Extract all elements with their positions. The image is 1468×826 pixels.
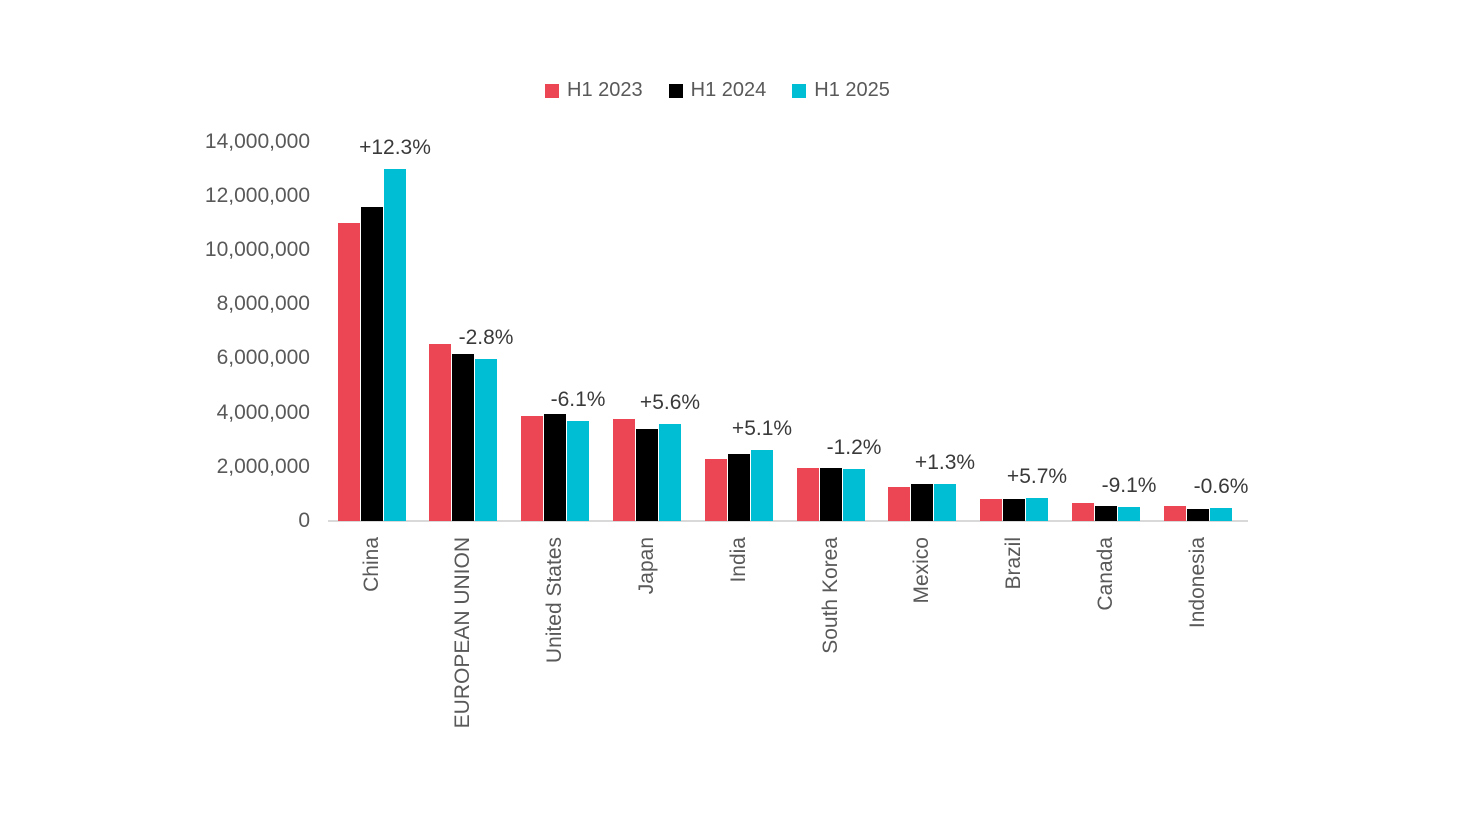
- change-annotation: -1.2%: [826, 436, 882, 459]
- bar: [636, 429, 658, 521]
- y-tick-label: 2,000,000: [216, 454, 310, 478]
- x-axis-category-label: China: [360, 537, 383, 592]
- bar: [659, 424, 681, 521]
- y-tick-label: 6,000,000: [216, 346, 310, 370]
- bar: [544, 414, 566, 521]
- y-tick-label: 12,000,000: [204, 183, 310, 207]
- legend-label: H1 2023: [567, 79, 643, 101]
- bar: [429, 344, 451, 521]
- x-axis-line: [328, 520, 1248, 522]
- legend-item: H1 2023: [545, 79, 643, 102]
- bar: [934, 484, 956, 521]
- y-tick-label: 14,000,000: [204, 129, 310, 153]
- x-axis-category-label: India: [727, 537, 750, 583]
- bar: [1026, 498, 1048, 521]
- bar: [1187, 509, 1209, 521]
- y-tick-label: 8,000,000: [216, 292, 310, 316]
- x-axis-category-label: Indonesia: [1186, 537, 1209, 629]
- chart-legend: H1 2023 H1 2024 H1 2025: [545, 79, 890, 102]
- legend-item: H1 2025: [792, 79, 890, 102]
- bar: [384, 169, 406, 521]
- bar: [1118, 507, 1140, 521]
- y-tick-label: 10,000,000: [204, 238, 310, 261]
- x-axis-category-label: Brazil: [1002, 537, 1025, 590]
- change-annotation: -0.6%: [1193, 475, 1249, 498]
- change-annotation: -6.1%: [550, 388, 606, 411]
- bar: [797, 468, 819, 521]
- bar: [820, 468, 842, 521]
- bar: [452, 354, 474, 521]
- x-axis-category-label: Canada: [1094, 537, 1117, 611]
- bar: [338, 223, 360, 521]
- bar: [980, 499, 1002, 521]
- y-tick-label: 0: [298, 509, 310, 532]
- bar: [705, 459, 727, 521]
- legend-swatch-icon: [668, 83, 683, 98]
- bar: [1210, 508, 1232, 521]
- bar: [361, 207, 383, 521]
- change-annotation: +12.3%: [359, 136, 431, 159]
- bar: [475, 359, 497, 521]
- bar: [1164, 506, 1186, 521]
- change-annotation: +5.1%: [731, 417, 793, 440]
- legend-label: H1 2024: [690, 79, 767, 101]
- bar: [521, 416, 543, 521]
- change-annotation: -9.1%: [1101, 474, 1157, 497]
- x-axis-category-label: United States: [543, 537, 566, 664]
- legend-item: H1 2024: [668, 79, 767, 102]
- bar: [888, 487, 910, 521]
- change-annotation: +1.3%: [914, 451, 976, 474]
- x-axis-category-label: Mexico: [910, 537, 933, 604]
- bar: [751, 450, 773, 521]
- change-annotation: +5.6%: [639, 391, 701, 414]
- x-axis-category-label: Japan: [635, 537, 658, 595]
- bar: [843, 469, 865, 521]
- bar: [1095, 506, 1117, 521]
- x-axis-category-label: South Korea: [819, 537, 842, 654]
- bar: [1072, 503, 1094, 521]
- change-annotation: +5.7%: [1006, 465, 1068, 488]
- x-axis-category-label: EUROPEAN UNION: [451, 537, 474, 729]
- bar: [911, 484, 933, 521]
- y-tick-label: 4,000,000: [216, 400, 310, 424]
- bar: [613, 419, 635, 521]
- legend-swatch-icon: [792, 83, 807, 98]
- bar: [728, 454, 750, 521]
- change-annotation: -2.8%: [458, 326, 514, 349]
- legend-swatch-icon: [545, 83, 559, 98]
- bar: [1003, 499, 1025, 521]
- legend-label: H1 2025: [814, 79, 890, 101]
- bar: [567, 421, 589, 521]
